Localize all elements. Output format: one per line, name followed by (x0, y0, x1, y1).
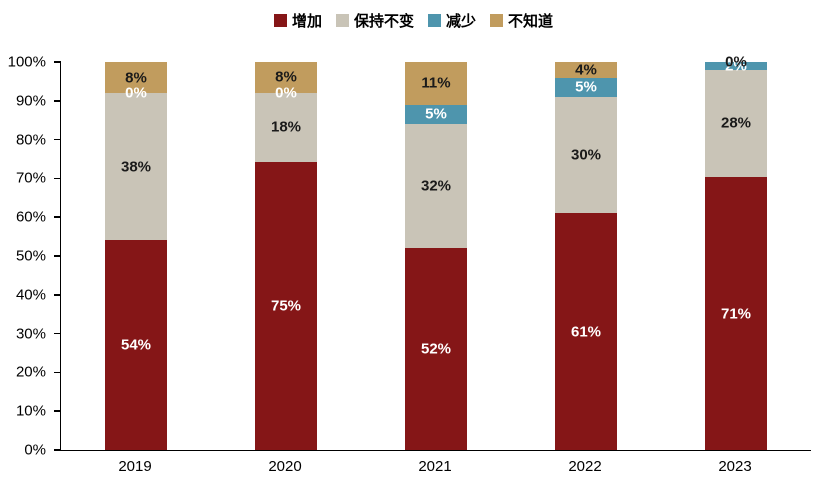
x-tick-label: 2019 (118, 458, 152, 475)
y-tick-label: 100% (7, 53, 46, 71)
bar-segment-2020-1 (255, 92, 317, 162)
bar-segment-2019-3 (105, 62, 167, 94)
legend-swatch-icon (428, 14, 441, 27)
y-tick-mark (54, 332, 61, 335)
bar-segment-2020-0 (255, 161, 317, 450)
bar-segment-2023-1 (705, 69, 767, 178)
y-tick-label: 60% (15, 208, 46, 226)
x-tick-label: 2021 (418, 458, 452, 475)
legend-swatch-icon (273, 14, 287, 27)
bar-segment-2019-1 (105, 93, 167, 241)
y-tick-mark (54, 100, 61, 102)
bar-segment-2019-0 (105, 240, 167, 450)
y-tick-mark (54, 255, 61, 257)
y-tick-mark (54, 371, 61, 374)
y-tick-label: 10% (15, 402, 46, 420)
legend-swatch-icon (490, 14, 504, 27)
y-tick-mark (54, 61, 61, 63)
bar-segment-2022-1 (555, 96, 617, 214)
bar-segment-2022-2 (555, 77, 617, 97)
x-tick-label: 2022 (568, 458, 602, 475)
legend-label: 减少 (446, 13, 477, 30)
legend-label: 增加 (291, 13, 322, 30)
legend-label: 保持不变 (353, 13, 414, 30)
legend-item-2: 减少 (428, 10, 476, 31)
bar-segment-2023-2 (705, 62, 767, 70)
bar-segment-2023-0 (705, 177, 767, 450)
legend-item-3: 不知道 (490, 10, 553, 31)
bar-segment-2021-1 (405, 124, 467, 249)
bar-segment-2021-2 (405, 104, 467, 125)
y-tick-mark (54, 216, 61, 218)
legend-swatch-icon (335, 14, 349, 27)
y-tick-label: 40% (15, 286, 46, 304)
bar-segment-2021-0 (405, 248, 467, 450)
y-tick-mark (54, 449, 61, 451)
bar-segment-2020-3 (255, 62, 317, 93)
chart-legend: 增加 保持不变 减少 不知道 (0, 10, 827, 31)
y-tick-mark (54, 138, 61, 141)
y-tick-label: 70% (15, 169, 46, 187)
y-tick-label: 0% (24, 441, 46, 459)
y-tick-label: 20% (15, 363, 46, 381)
x-axis-labels: 2019 2020 2021 2022 2023 (60, 458, 810, 482)
legend-item-0: 增加 (273, 10, 322, 31)
bar-segment-2021-3 (405, 62, 467, 105)
y-tick-mark (54, 177, 61, 180)
y-tick-label: 80% (15, 131, 46, 149)
bar-segment-2022-0 (555, 213, 617, 450)
legend-label: 不知道 (508, 13, 554, 30)
y-tick-label: 90% (15, 92, 46, 110)
legend-item-1: 保持不变 (335, 10, 414, 31)
y-tick-mark (54, 294, 61, 296)
y-tick-mark (54, 410, 61, 412)
y-tick-label: 30% (15, 325, 46, 343)
x-tick-label: 2020 (268, 458, 302, 475)
y-tick-label: 50% (15, 247, 46, 265)
y-axis-labels: 0% 10% 20% 30% 40% 50% 60% 70% 80% 90% 100% (0, 55, 54, 458)
plot-area: 54% 38% 0% 8% 75% 18% 0% 8% 52% 32% 5% 11% 61% 30% 5% 4… (54, 55, 811, 451)
bar-segment-2022-3 (555, 62, 617, 78)
x-tick-label: 2023 (718, 458, 752, 475)
